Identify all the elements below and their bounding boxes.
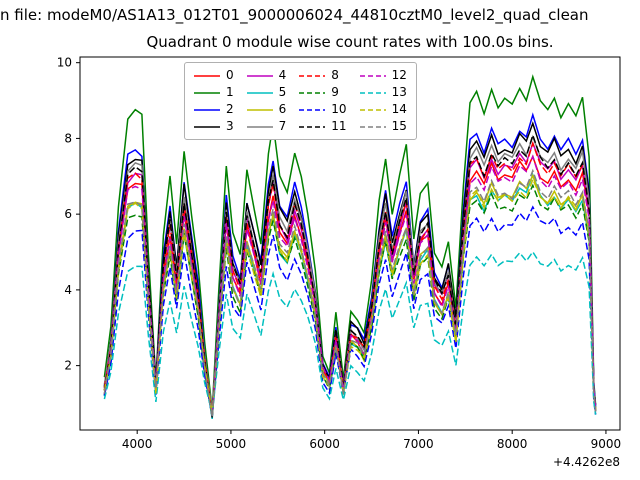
legend-label: 13 bbox=[391, 85, 407, 99]
x-tick-label: 4000 bbox=[122, 437, 153, 451]
legend-column: 12 13 14 15 bbox=[359, 68, 407, 134]
x-tick-label: 6000 bbox=[309, 437, 340, 451]
legend-label: 4 bbox=[278, 68, 287, 82]
legend-column: 8 9 10 11 bbox=[299, 68, 347, 134]
series-line-12 bbox=[103, 154, 597, 417]
legend-entry-9: 9 bbox=[299, 85, 346, 100]
axes-spines bbox=[79, 56, 621, 431]
legend-column: 0 1 2 3 bbox=[194, 68, 234, 134]
legend-line-sample bbox=[359, 91, 386, 94]
series-line-11 bbox=[103, 132, 597, 418]
legend-label: 2 bbox=[226, 102, 234, 116]
legend-label: 0 bbox=[226, 68, 234, 82]
legend-entry-5: 5 bbox=[246, 85, 287, 100]
legend-line-sample bbox=[194, 125, 220, 128]
legend-entry-11: 11 bbox=[299, 119, 347, 134]
x-tick-label: 8000 bbox=[497, 437, 528, 451]
series-line-1 bbox=[103, 74, 597, 411]
legend-entry-0: 0 bbox=[194, 68, 234, 83]
legend-line-sample bbox=[194, 91, 220, 94]
legend-line-sample bbox=[359, 108, 386, 111]
series-line-15 bbox=[103, 168, 597, 418]
legend-label: 7 bbox=[278, 119, 287, 133]
legend-label: 5 bbox=[278, 85, 287, 99]
y-tick-label: 4 bbox=[64, 283, 72, 297]
legend-entry-7: 7 bbox=[246, 119, 287, 134]
series-line-3 bbox=[103, 121, 597, 415]
legend-entry-4: 4 bbox=[246, 68, 287, 83]
legend-entry-8: 8 bbox=[299, 68, 346, 83]
legend-box: 0 1 2 3 4 5 6 7 8 9 10 11 12 13 14 15 bbox=[184, 62, 417, 140]
y-tick-label: 8 bbox=[64, 131, 72, 145]
legend-line-sample bbox=[299, 91, 326, 94]
y-tick-label: 6 bbox=[64, 207, 72, 221]
legend-label: 15 bbox=[391, 119, 407, 133]
legend-column: 4 5 6 7 bbox=[246, 68, 287, 134]
legend-entry-10: 10 bbox=[299, 102, 347, 117]
legend-label: 14 bbox=[391, 102, 407, 116]
legend-line-sample bbox=[194, 74, 220, 77]
legend-line-sample bbox=[246, 91, 273, 94]
legend-entry-2: 2 bbox=[194, 102, 234, 117]
y-tick-label: 10 bbox=[57, 56, 72, 70]
series-line-14 bbox=[103, 177, 597, 416]
legend-line-sample bbox=[246, 125, 273, 128]
legend-label: 10 bbox=[331, 102, 347, 116]
x-tick-label: 9000 bbox=[591, 437, 622, 451]
x-axis-offset-label: +4.4262e8 bbox=[553, 455, 620, 469]
series-line-13 bbox=[103, 250, 597, 415]
legend-line-sample bbox=[299, 108, 326, 111]
legend-entry-13: 13 bbox=[359, 85, 407, 100]
legend-label: 1 bbox=[226, 85, 234, 99]
x-tick-label: 7000 bbox=[403, 437, 434, 451]
legend-line-sample bbox=[194, 108, 220, 111]
legend-entry-15: 15 bbox=[359, 119, 407, 134]
x-tick-label: 5000 bbox=[216, 437, 247, 451]
legend-line-sample bbox=[359, 74, 386, 77]
legend-entry-14: 14 bbox=[359, 102, 407, 117]
legend-entry-12: 12 bbox=[359, 68, 407, 83]
legend-label: 9 bbox=[331, 85, 339, 99]
legend-line-sample bbox=[359, 125, 386, 128]
legend-label: 12 bbox=[391, 68, 407, 82]
legend-label: 6 bbox=[278, 102, 287, 116]
legend-entry-3: 3 bbox=[194, 119, 234, 134]
legend-line-sample bbox=[299, 74, 326, 77]
legend-line-sample bbox=[246, 108, 273, 111]
legend-label: 3 bbox=[226, 119, 234, 133]
legend-label: 8 bbox=[331, 68, 339, 82]
legend-entry-6: 6 bbox=[246, 102, 287, 117]
series-line-10 bbox=[103, 205, 597, 417]
legend-entry-1: 1 bbox=[194, 85, 234, 100]
axes-title: Quadrant 0 module wise count rates with … bbox=[146, 33, 554, 51]
legend-label: 11 bbox=[331, 119, 347, 133]
y-tick-label: 2 bbox=[64, 359, 72, 373]
legend-line-sample bbox=[299, 125, 326, 128]
legend-line-sample bbox=[246, 74, 273, 77]
series-group bbox=[103, 74, 597, 420]
figure-title: n file: modeM0/AS1A13_012T01_9000006024_… bbox=[0, 6, 589, 24]
